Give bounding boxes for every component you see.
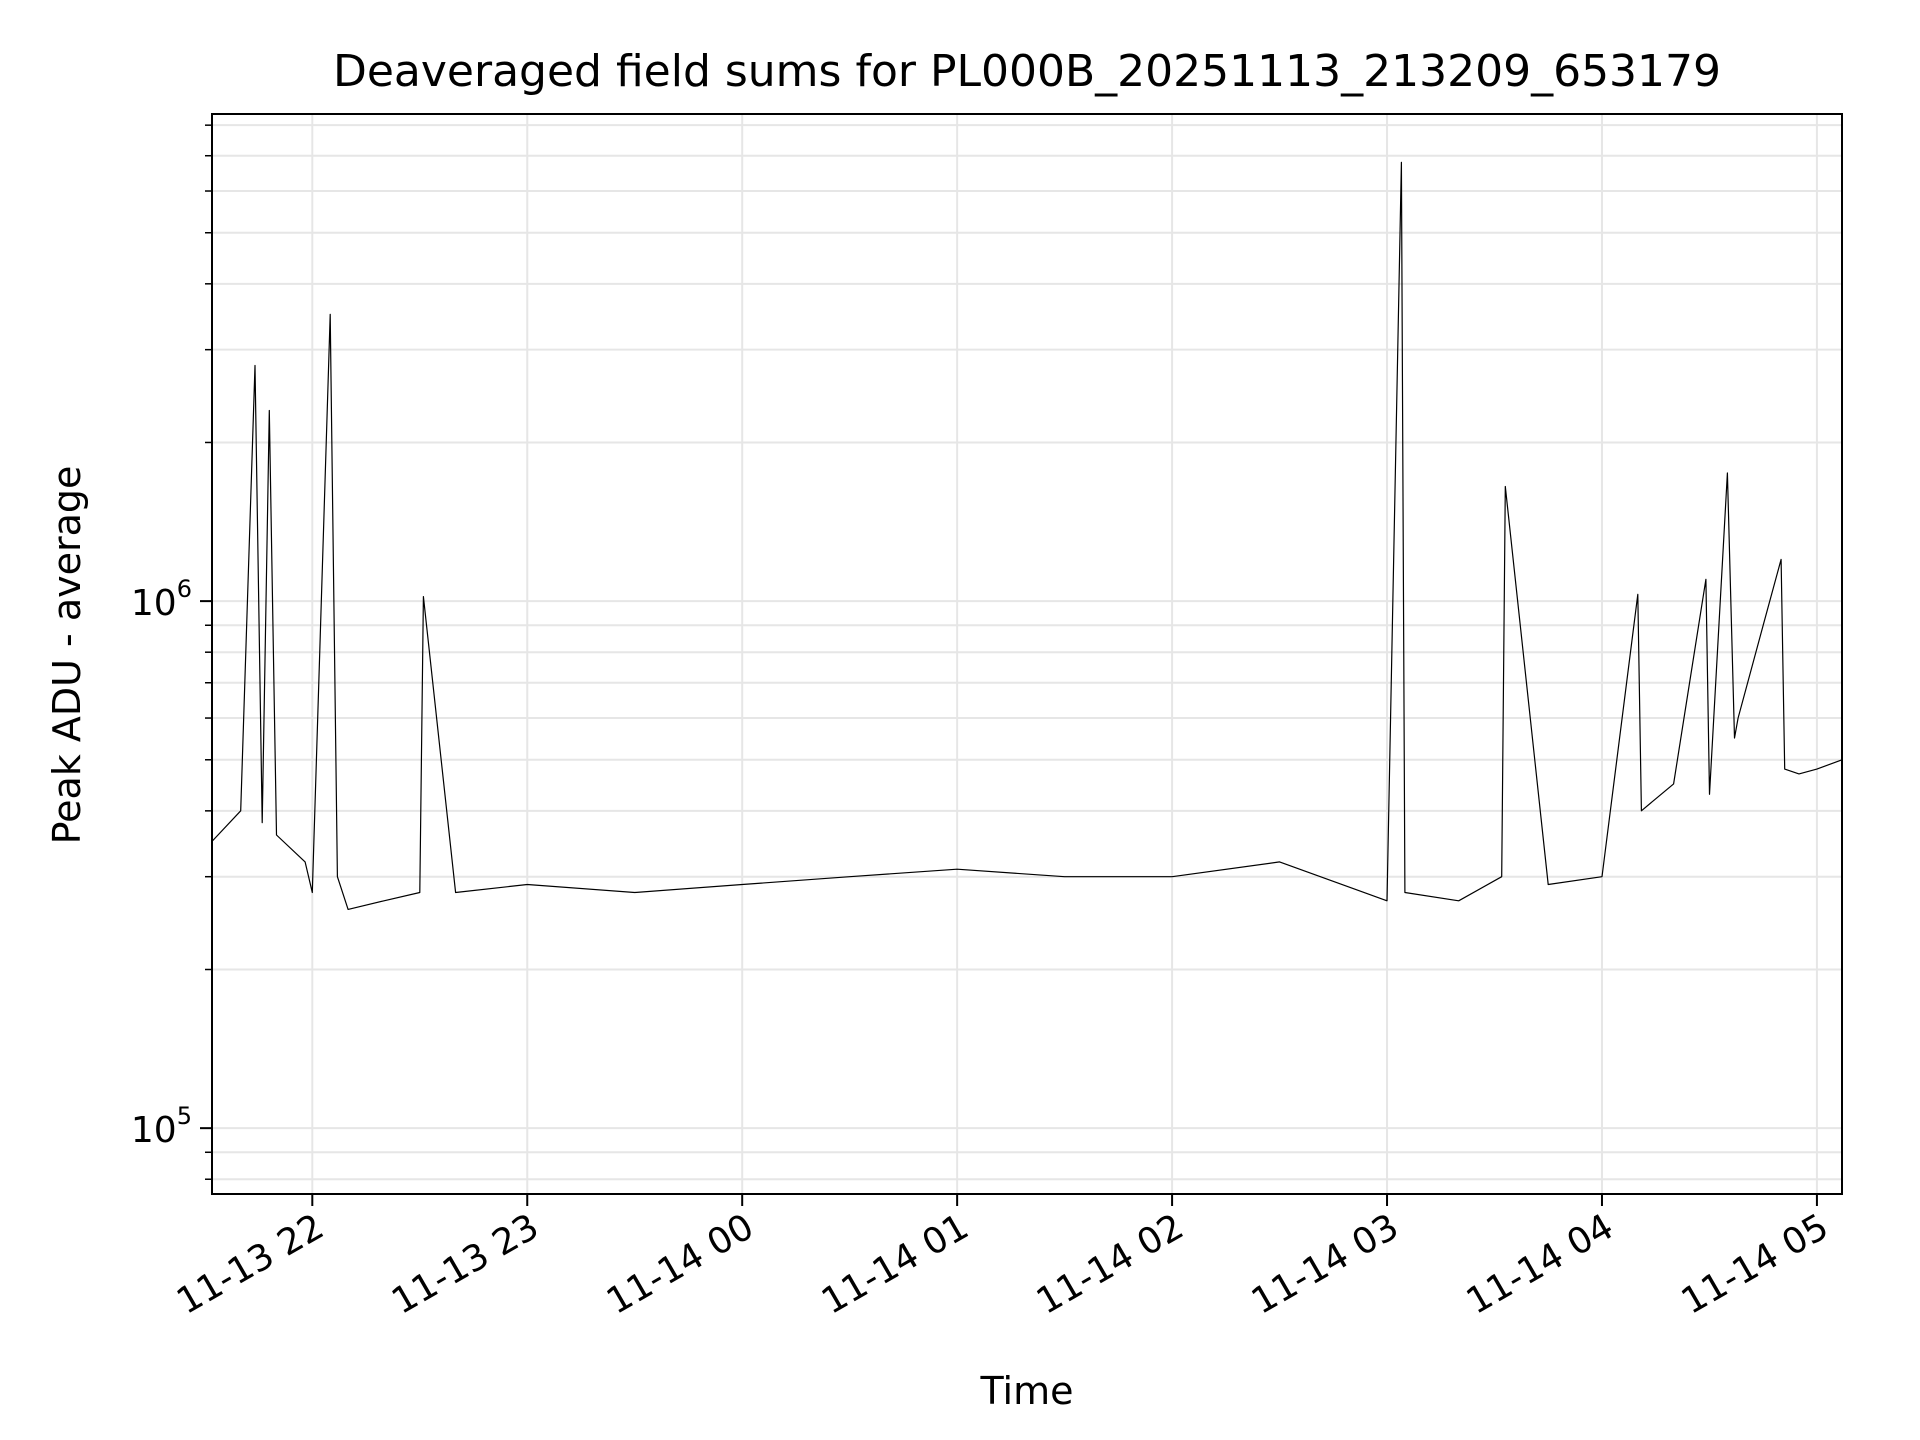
- y-tick-base: 10: [131, 583, 177, 624]
- y-tick-exponent: 6: [177, 575, 192, 603]
- plot-frame: [211, 113, 1843, 1195]
- grid: [212, 114, 1842, 1194]
- y-tick-label: 106: [131, 575, 192, 624]
- axis-ticks: [200, 124, 1818, 1206]
- series-line: [211, 161, 1843, 910]
- y-tick-base: 10: [131, 1110, 177, 1151]
- y-tick-exponent: 5: [177, 1102, 192, 1130]
- x-axis-label: Time: [980, 1369, 1074, 1413]
- chart-title: Deaveraged field sums for PL000B_2025111…: [333, 46, 1721, 97]
- y-tick-label: 105: [131, 1102, 192, 1151]
- y-axis-label: Peak ADU - average: [45, 466, 89, 845]
